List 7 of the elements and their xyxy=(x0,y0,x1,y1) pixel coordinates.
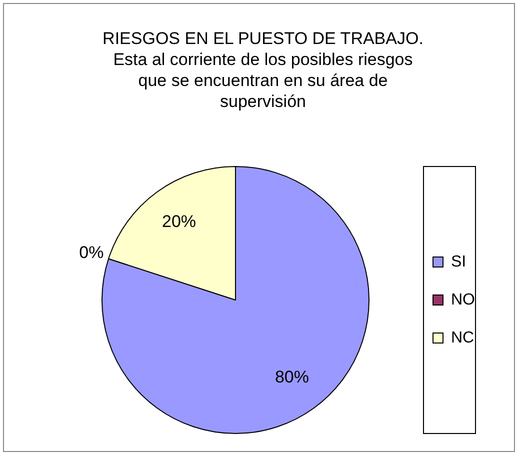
chart-title: RIESGOS EN EL PUESTO DE TRABAJO. Esta al corriente de los posibles riesgos que se encuentran en su área de supervisión xyxy=(102,28,424,112)
text: 0% xyxy=(79,242,104,262)
data-label: 20% xyxy=(162,212,196,231)
legend-label: NO xyxy=(451,291,475,308)
legend-label: SI xyxy=(451,253,466,270)
data-label: 80% xyxy=(274,367,310,386)
legend-label: NC xyxy=(451,329,474,346)
